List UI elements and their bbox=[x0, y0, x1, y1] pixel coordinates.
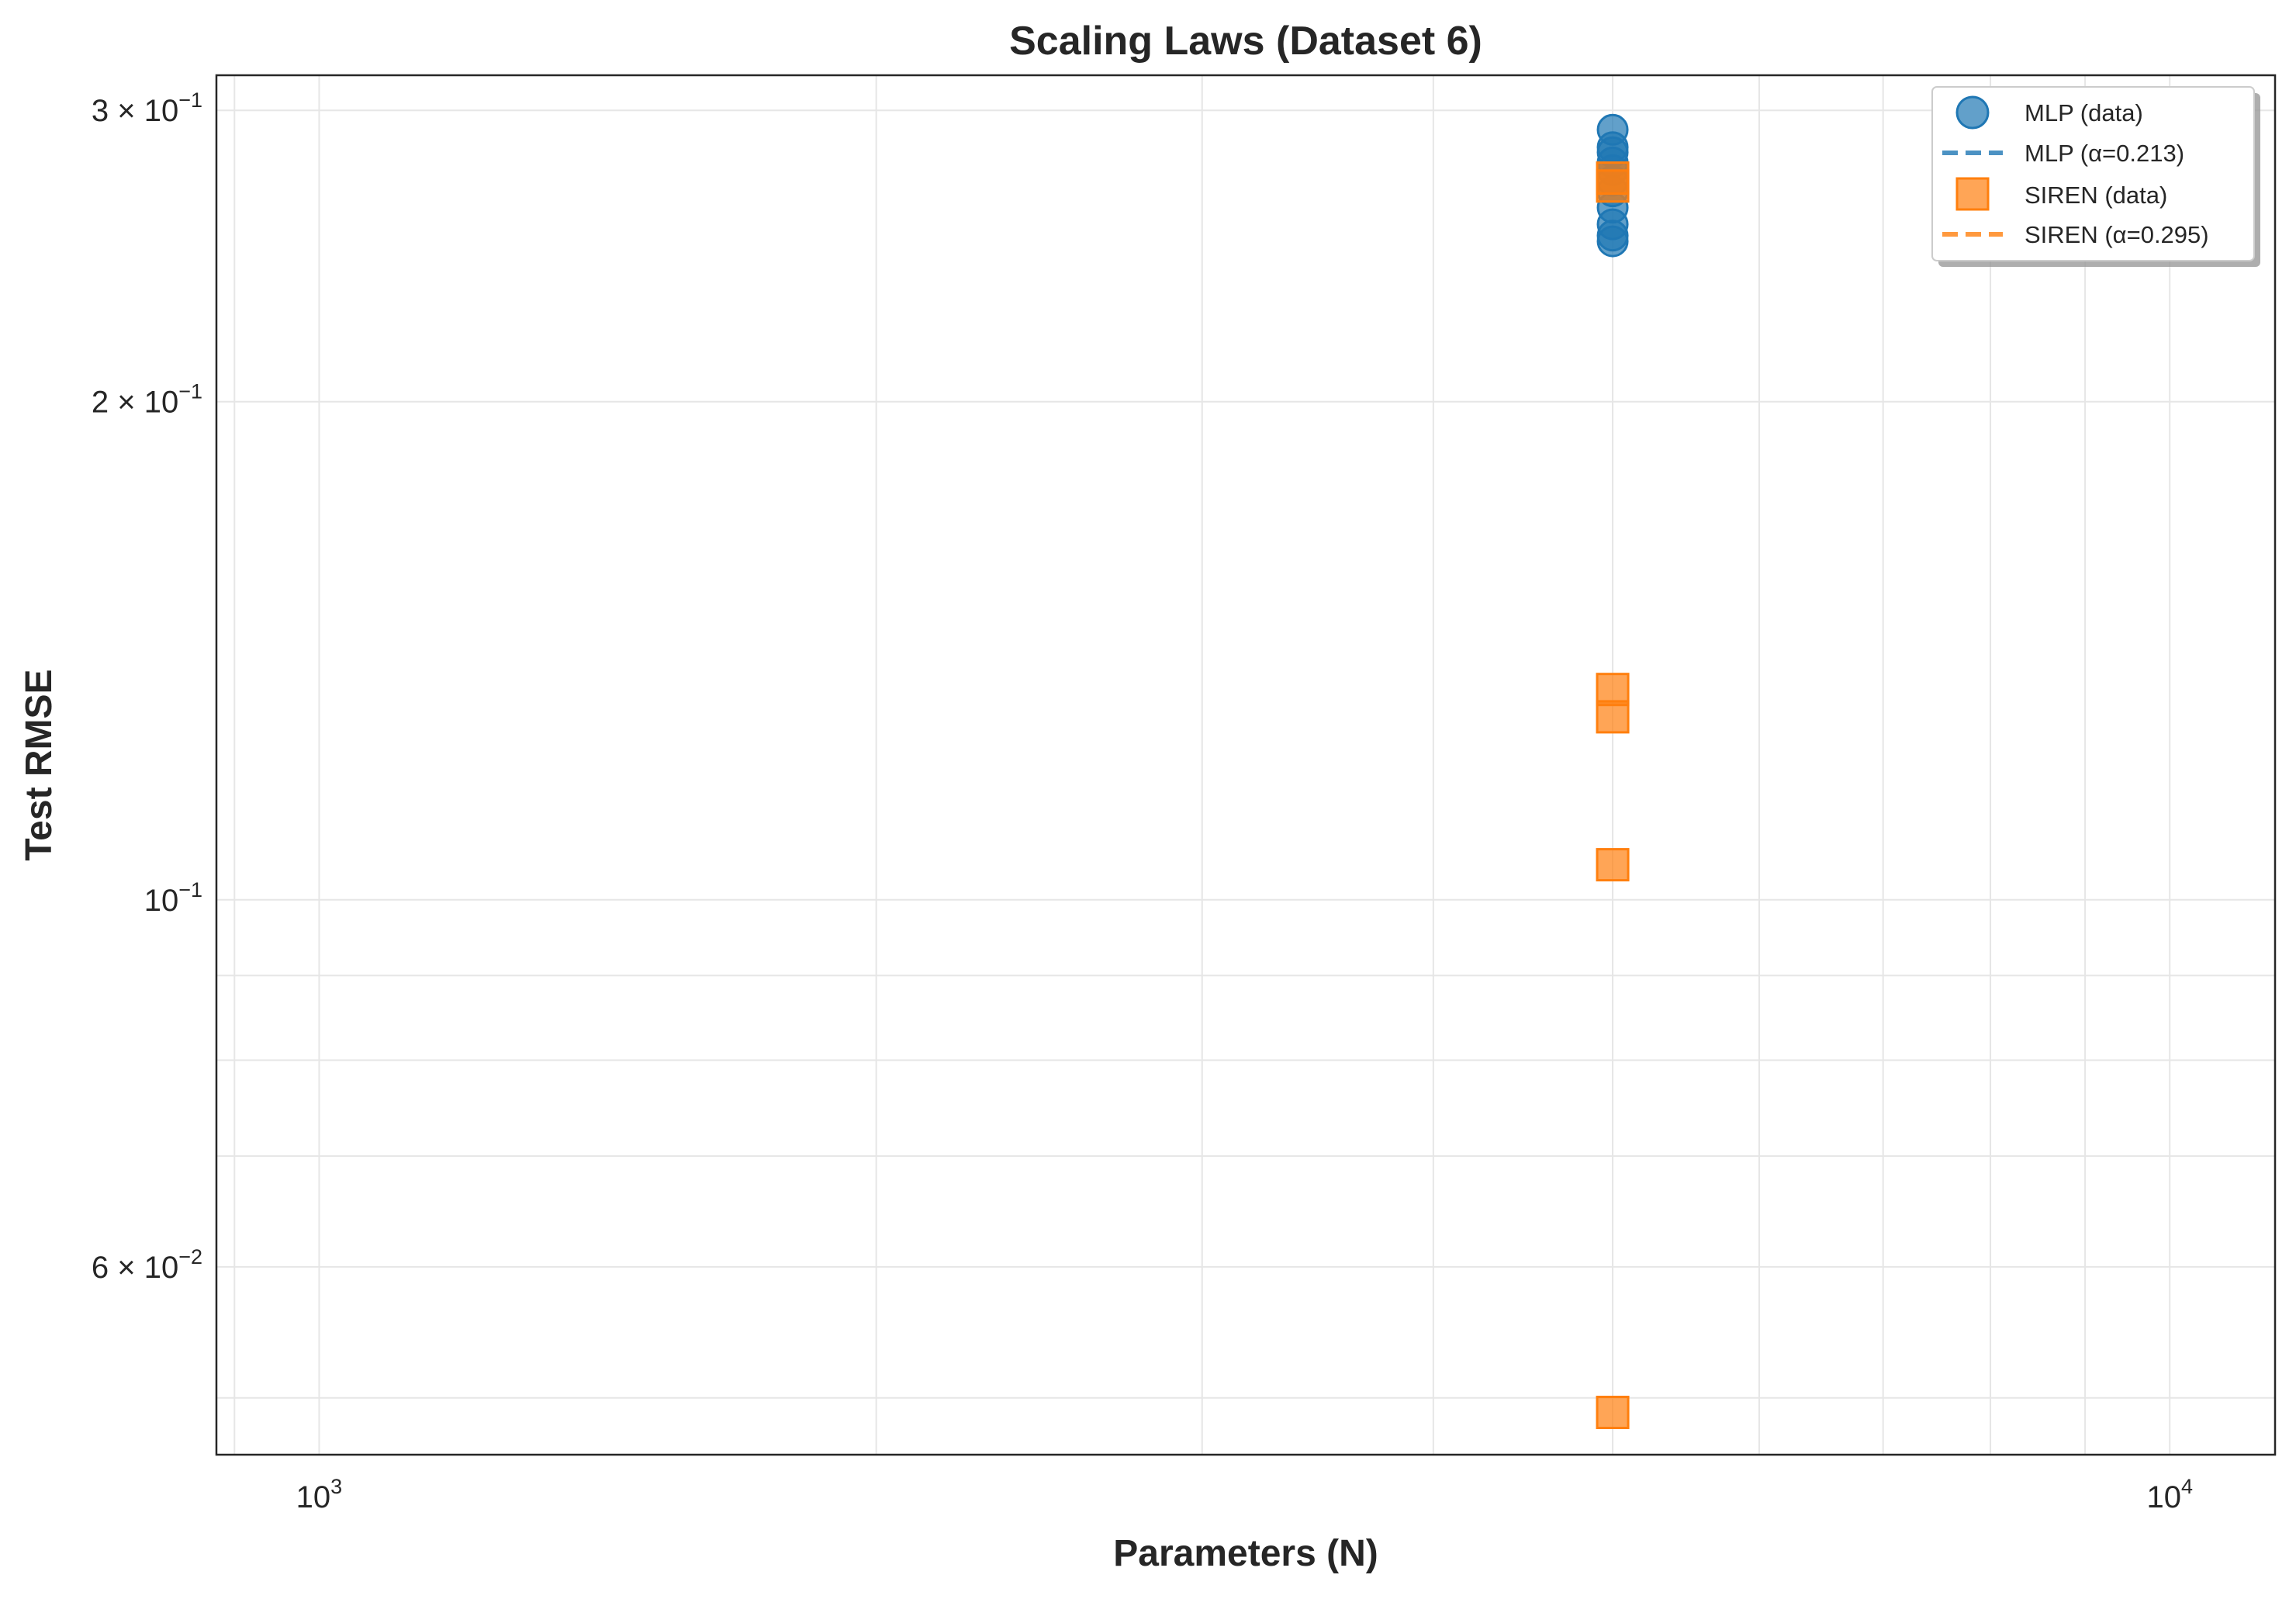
legend-mlp-data-marker bbox=[1955, 95, 1990, 130]
siren-data-point bbox=[1596, 1395, 1630, 1429]
mlp-data-point bbox=[1596, 225, 1629, 258]
tick-labels: 103 104 3 × 10−1 2 × 10−1 10−1 6 × 10−2 bbox=[92, 88, 2193, 1514]
legend: MLP (data) MLP (α=0.213) SIREN (data) SI… bbox=[1931, 86, 2260, 267]
y-tick-label: 2 × 10−1 bbox=[92, 380, 202, 420]
x-axis-label: Parameters (N) bbox=[1113, 1533, 1378, 1574]
y-tick-label: 3 × 10−1 bbox=[92, 88, 202, 128]
y-tick-label: 10−1 bbox=[144, 878, 202, 918]
legend-siren-data-marker bbox=[1955, 177, 1990, 211]
legend-mlp-fit-label: MLP (α=0.213) bbox=[2025, 140, 2184, 167]
siren-data-point bbox=[1596, 169, 1630, 203]
x-tick-label: 104 bbox=[2146, 1475, 2193, 1514]
legend-mlp-data-label: MLP (data) bbox=[2025, 99, 2143, 126]
siren-data-point bbox=[1596, 700, 1630, 734]
plot-frame bbox=[215, 74, 2277, 1456]
siren-data-point bbox=[1596, 848, 1630, 882]
legend-box bbox=[1931, 86, 2255, 261]
plot-area bbox=[216, 75, 2275, 1455]
legend-siren-data-label: SIREN (data) bbox=[2025, 182, 2167, 209]
y-axis-label: Test RMSE bbox=[19, 669, 60, 860]
data-points bbox=[1596, 113, 1630, 1429]
y-tick-label: 6 × 10−2 bbox=[92, 1245, 202, 1285]
chart-title: Scaling Laws (Dataset 6) bbox=[1009, 19, 1482, 64]
grid-lines bbox=[216, 75, 2275, 1455]
legend-siren-fit-label: SIREN (α=0.295) bbox=[2025, 221, 2209, 248]
x-tick-label: 103 bbox=[296, 1475, 343, 1514]
